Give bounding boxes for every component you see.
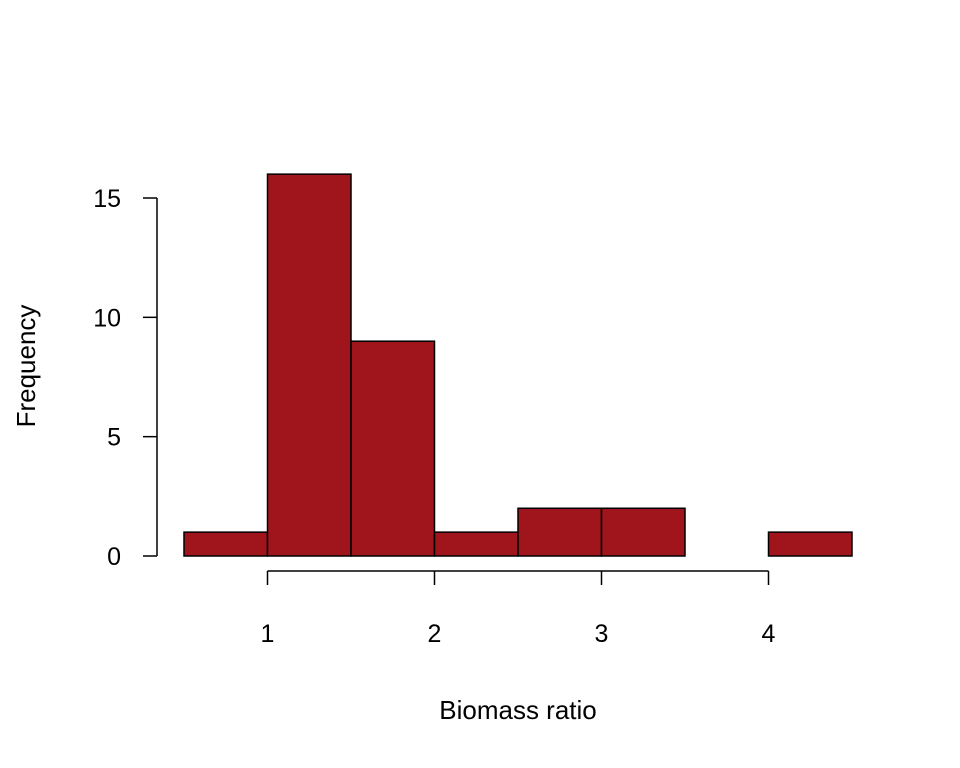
bars-group — [183, 173, 853, 557]
histogram-bar-4 — [517, 507, 603, 557]
histogram-bar-2 — [350, 340, 436, 557]
y-tick-label: 10 — [93, 304, 121, 332]
y-tick-label: 0 — [107, 543, 121, 571]
x-tick-label: 4 — [762, 620, 776, 648]
x-axis-title: Biomass ratio — [439, 695, 597, 725]
x-tick-label: 2 — [428, 620, 442, 648]
histogram-bar-1 — [266, 173, 352, 557]
histogram-bar-5 — [600, 507, 686, 557]
histogram-bar-3 — [433, 531, 519, 557]
histogram-bar-7 — [767, 531, 853, 557]
y-tick-label: 5 — [107, 424, 121, 452]
y-axis-title: Frequency — [11, 305, 41, 428]
histogram-bar-0 — [183, 531, 269, 557]
y-tick-label: 15 — [93, 185, 121, 213]
x-tick-label: 3 — [595, 620, 609, 648]
x-axis-ticks: 1 2 3 4 — [261, 571, 776, 648]
x-tick-label: 1 — [261, 620, 275, 648]
y-axis-ticks: 0 5 10 15 — [93, 185, 157, 571]
